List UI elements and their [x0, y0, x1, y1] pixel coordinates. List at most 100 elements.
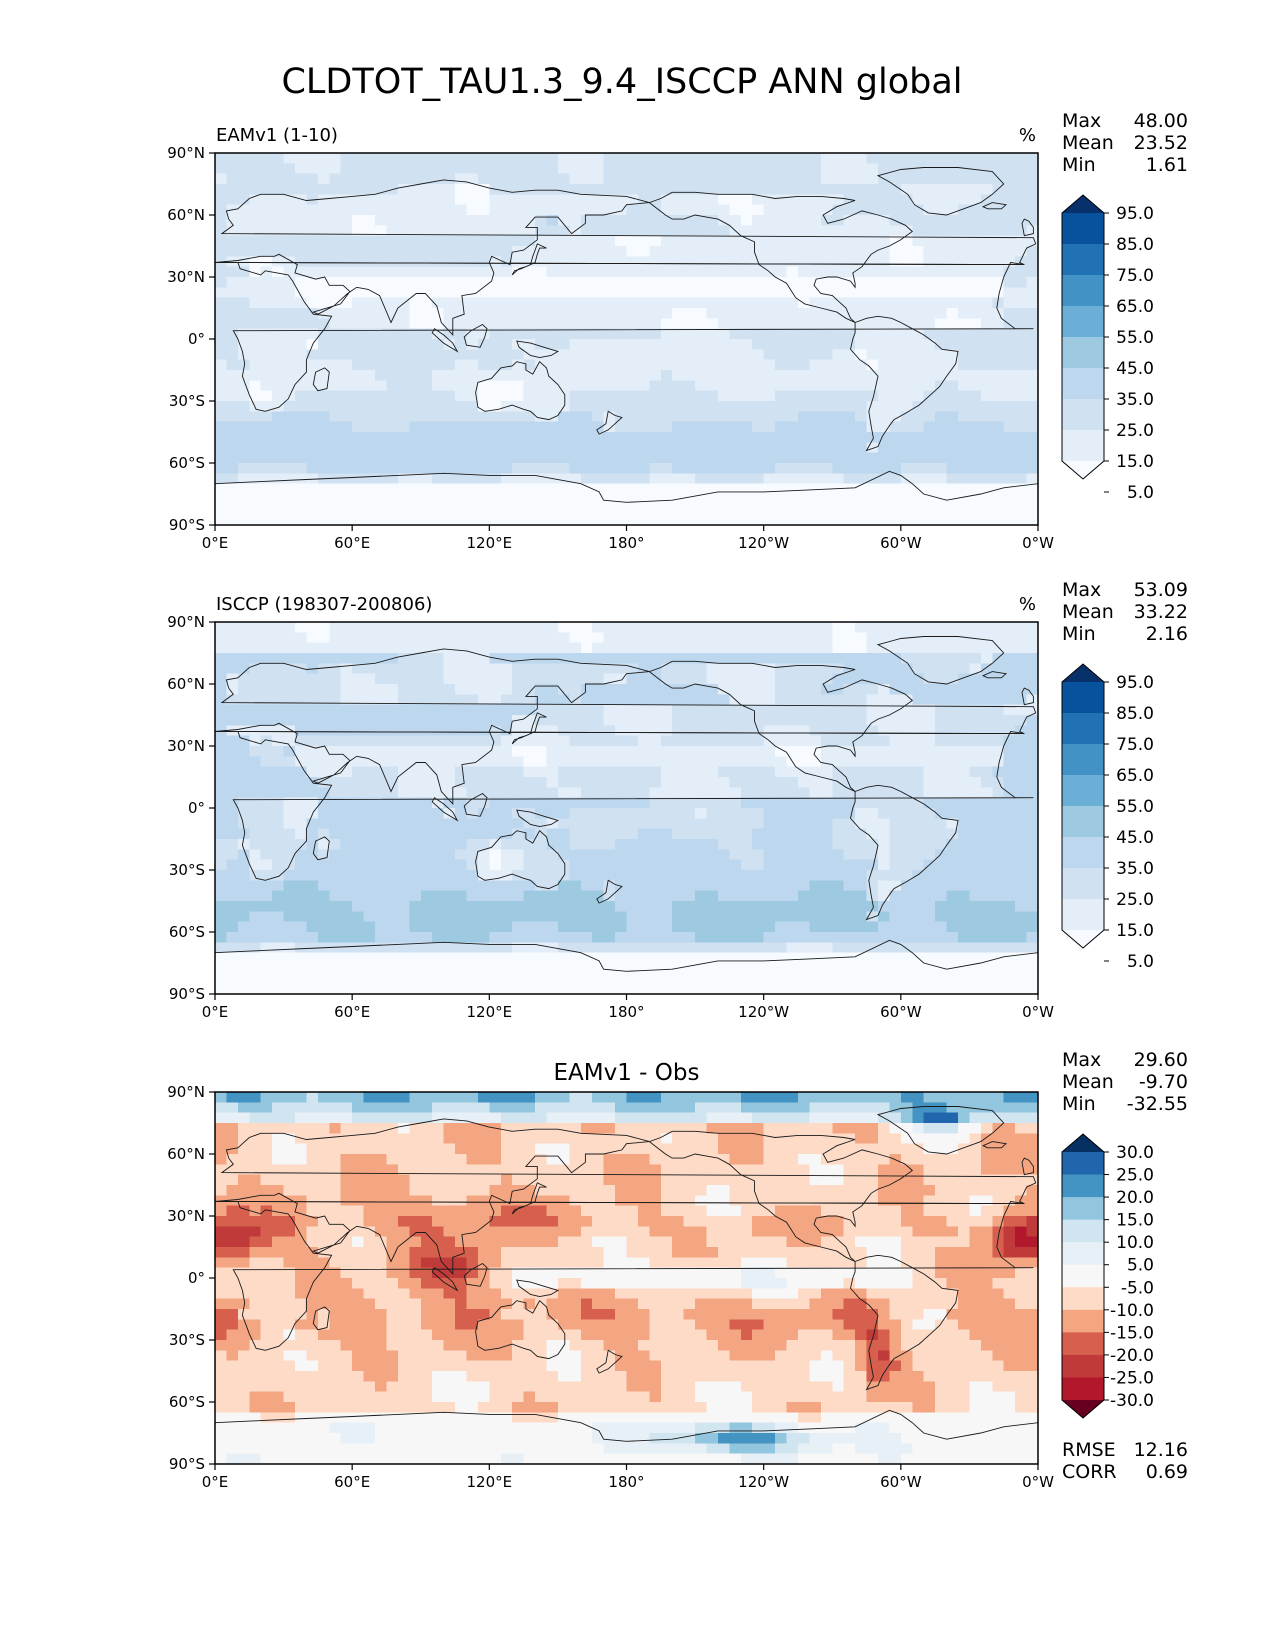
field-cell	[295, 694, 308, 706]
field-cell	[980, 390, 993, 402]
field-cell	[786, 421, 799, 433]
field-cell	[523, 859, 536, 871]
field-cell	[923, 215, 936, 226]
field-cell	[763, 870, 776, 881]
field-cell	[432, 432, 445, 443]
field-cell	[546, 663, 559, 675]
field-cell	[775, 184, 788, 195]
field-cell	[775, 684, 788, 695]
field-cell	[306, 642, 319, 654]
field-cell	[820, 225, 833, 237]
field-cell	[935, 235, 948, 247]
field-cell	[386, 725, 399, 737]
field-cell	[969, 266, 982, 278]
field-cell	[637, 277, 650, 288]
field-cell	[843, 401, 856, 412]
field-cell	[912, 421, 925, 433]
colorbar-segment	[1062, 213, 1104, 245]
field-cell	[352, 766, 365, 778]
field-cell	[786, 390, 799, 402]
field-cell	[626, 421, 639, 433]
field-cell	[237, 256, 250, 268]
field-cell	[866, 818, 879, 830]
field-cell	[843, 632, 856, 644]
field-cell	[1003, 632, 1016, 644]
field-cell	[215, 777, 228, 788]
field-cell	[740, 870, 753, 881]
field-cell	[397, 225, 410, 237]
field-cell	[603, 411, 616, 423]
field-cell	[889, 514, 902, 526]
field-cell	[923, 184, 936, 195]
field-cell	[660, 452, 673, 464]
field-cell	[935, 432, 948, 443]
field-cell	[660, 849, 673, 861]
field-cell	[637, 911, 650, 923]
field-cell	[363, 653, 376, 664]
field-cell	[386, 870, 399, 881]
field-cell	[1003, 725, 1016, 737]
field-cell	[580, 808, 593, 819]
field-cell	[260, 246, 273, 257]
field-cell	[409, 380, 422, 392]
field-cell	[557, 483, 570, 495]
field-cell	[1003, 359, 1016, 371]
field-cell	[420, 932, 433, 943]
field-cell	[306, 411, 319, 423]
field-cell	[340, 463, 353, 474]
field-cell	[603, 266, 616, 278]
field-cell	[672, 514, 685, 526]
field-cell	[1026, 246, 1039, 257]
field-cell	[523, 235, 536, 247]
field-cell	[626, 911, 639, 923]
field-cell	[1015, 787, 1028, 799]
field-cell	[500, 215, 513, 226]
field-cell	[466, 421, 479, 433]
field-cell	[500, 308, 513, 319]
field-cell	[992, 828, 1005, 840]
field-cell	[649, 184, 662, 195]
field-cell	[775, 194, 788, 206]
field-cell	[935, 632, 948, 644]
field-cell	[603, 932, 616, 943]
field-cell	[935, 694, 948, 706]
field-cell	[535, 153, 548, 164]
field-cell	[466, 215, 479, 226]
field-cell	[420, 870, 433, 881]
field-cell	[957, 663, 971, 675]
field-cell	[786, 246, 799, 257]
field-cell	[992, 504, 1005, 516]
field-cell	[535, 725, 548, 737]
field-cell	[626, 746, 639, 757]
field-cell	[237, 725, 250, 737]
field-cell	[877, 828, 890, 840]
field-cell	[935, 411, 948, 423]
field-cell	[500, 766, 513, 778]
field-cell	[786, 725, 799, 737]
field-cell	[843, 411, 856, 423]
field-cell	[740, 942, 753, 954]
field-cell	[329, 494, 342, 505]
field-cell	[832, 225, 845, 237]
field-cell	[363, 163, 376, 175]
field-cell	[877, 494, 890, 505]
field-cell	[535, 432, 548, 443]
field-cell	[775, 153, 788, 164]
field-cell	[866, 901, 879, 912]
field-cell	[889, 390, 902, 402]
field-cell	[946, 359, 959, 371]
field-cell	[592, 163, 605, 175]
field-cell	[215, 359, 228, 371]
field-cell	[226, 483, 239, 495]
field-cell	[832, 173, 845, 185]
field-cell	[763, 642, 776, 654]
field-cell	[1003, 442, 1016, 454]
field-cell	[752, 173, 765, 185]
field-cell	[832, 256, 845, 268]
field-cell	[980, 246, 993, 257]
field-cell	[340, 318, 353, 330]
field-cell	[249, 277, 262, 288]
field-cell	[546, 163, 559, 175]
field-cell	[295, 380, 308, 392]
field-cell	[980, 704, 993, 716]
